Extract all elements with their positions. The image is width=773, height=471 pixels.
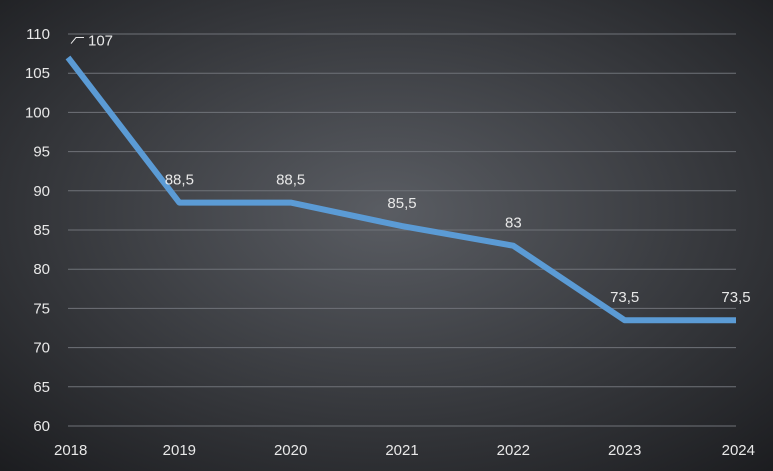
data-label: 88,5 — [165, 172, 194, 189]
series-line-group — [65, 55, 736, 324]
x-axis-tick-labels: 2018 2019 2020 2021 2022 2023 2024 — [54, 442, 755, 459]
y-tick-label: 100 — [25, 104, 50, 121]
data-label-leader — [70, 37, 84, 44]
y-tick-label: 90 — [33, 183, 50, 200]
x-tick-label: 2019 — [163, 442, 196, 459]
y-tick-label: 80 — [33, 261, 50, 278]
x-tick-label: 2018 — [54, 442, 87, 459]
data-label: 85,5 — [387, 195, 416, 212]
data-label: 73,5 — [610, 289, 639, 306]
data-label: 88,5 — [276, 172, 305, 189]
data-label: 73,5 — [721, 289, 750, 306]
y-tick-label: 110 — [26, 26, 50, 43]
y-tick-label: 85 — [33, 222, 50, 239]
gridlines — [68, 33, 736, 427]
data-labels: 107 88,5 88,5 85,5 83 73,5 73,5 — [70, 33, 751, 306]
y-tick-label: 60 — [33, 418, 50, 435]
y-tick-label: 105 — [25, 65, 50, 82]
x-tick-label: 2023 — [608, 442, 641, 459]
x-tick-label: 2024 — [722, 442, 755, 459]
data-label: 83 — [505, 215, 522, 232]
y-tick-label: 75 — [33, 300, 50, 317]
x-tick-label: 2021 — [385, 442, 418, 459]
x-tick-label: 2022 — [497, 442, 530, 459]
y-tick-label: 65 — [33, 379, 50, 396]
x-tick-label: 2020 — [274, 442, 307, 459]
data-label: 107 — [88, 33, 113, 50]
y-axis-tick-labels: 60 65 70 75 80 85 90 95 100 105 110 — [25, 26, 50, 435]
y-tick-label: 95 — [33, 144, 50, 161]
series-line — [65, 55, 736, 324]
y-tick-label: 70 — [33, 340, 50, 357]
